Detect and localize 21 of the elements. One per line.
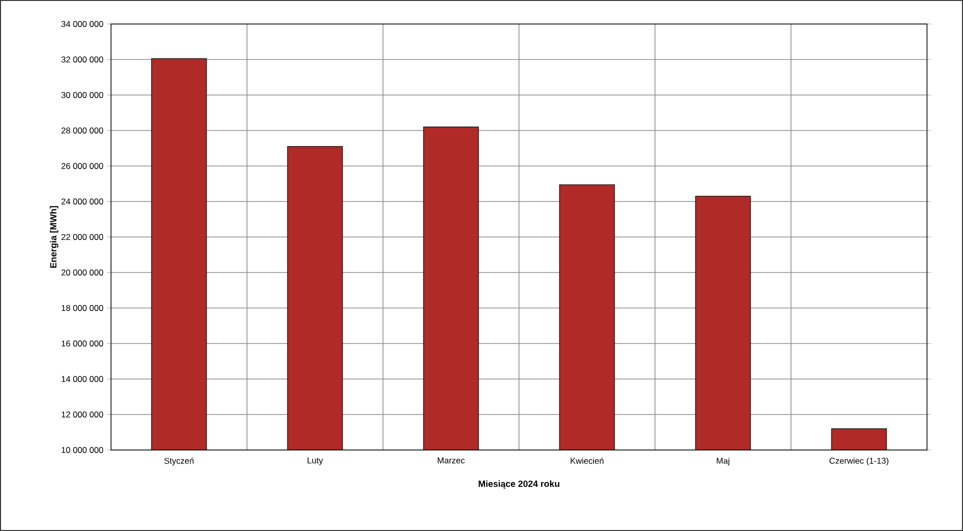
y-tick-label: 24 000 000 bbox=[62, 198, 104, 204]
x-tick-label: Maj bbox=[716, 458, 730, 466]
x-tick-label: Styczeń bbox=[164, 458, 194, 466]
y-tick-label: 34 000 000 bbox=[61, 20, 104, 27]
y-tick-label: 28 000 000 bbox=[62, 127, 104, 134]
x-tick-label: Kwiecień bbox=[570, 458, 604, 464]
x-axis-title: Miesiące 2024 roku bbox=[478, 480, 560, 489]
x-tick-label: Luty bbox=[308, 458, 323, 466]
x-tick-label: Czerwiec (1-13) bbox=[830, 458, 888, 466]
y-tick-label: 10 000 000 bbox=[62, 446, 104, 453]
y-axis-title: Energia [MWh] bbox=[50, 206, 58, 268]
y-tick-label: 22 000 000 bbox=[62, 234, 104, 240]
y-tick-label: 32 000 000 bbox=[61, 56, 104, 62]
y-tick-label: 20 000 000 bbox=[62, 269, 104, 276]
y-tick-label: 12 000 000 bbox=[62, 411, 104, 418]
y-tick-label: 26 000 000 bbox=[62, 162, 104, 169]
y-tick-label: 16 000 000 bbox=[62, 340, 104, 346]
y-tick-label: 14 000 000 bbox=[62, 376, 104, 382]
x-tick-label: Marzec bbox=[438, 458, 465, 464]
y-tick-label: 30 000 000 bbox=[61, 92, 104, 98]
y-tick-label: 18 000 000 bbox=[62, 304, 104, 311]
